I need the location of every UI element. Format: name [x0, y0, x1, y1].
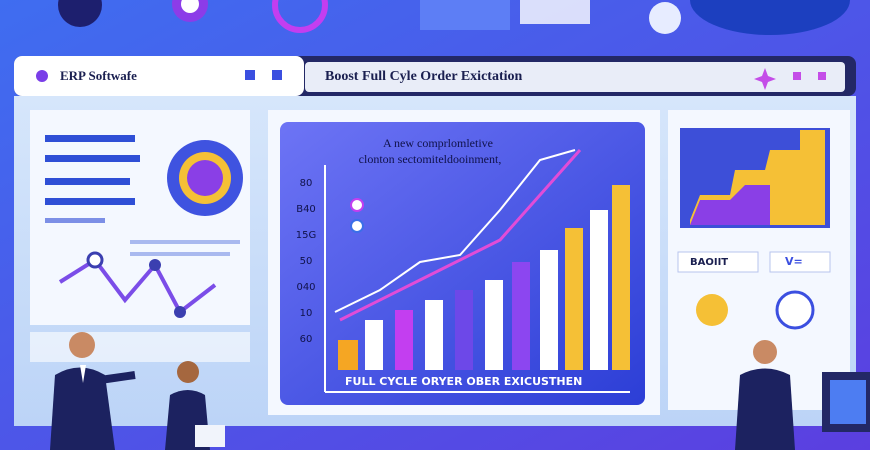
- tab[interactable]: [14, 56, 304, 96]
- caption: A new comprlomletive: [383, 136, 493, 150]
- tab-icon: [36, 70, 48, 82]
- side-toggle[interactable]: V=: [785, 255, 803, 268]
- axis-label: 040: [296, 282, 315, 293]
- axis-label: 50: [300, 256, 313, 267]
- right-card: [668, 110, 850, 410]
- headline-bar: [305, 62, 845, 92]
- headline: Boost Full Cyle Order Exictation: [325, 69, 522, 84]
- side-button[interactable]: BAOIIT: [690, 257, 728, 268]
- win-btn[interactable]: [245, 70, 255, 80]
- axis-label: 60: [300, 334, 313, 345]
- axis-labels: 80 B40 15G 50 040 10 60: [296, 178, 316, 345]
- win-btn[interactable]: [818, 72, 826, 80]
- sparkle: [754, 68, 776, 90]
- decor-top: [58, 0, 850, 35]
- axis-label: 80: [300, 178, 313, 189]
- axis-label: 10: [300, 308, 313, 319]
- win-btn[interactable]: [272, 70, 282, 80]
- chart-footer: FULL CYCLE ORYER OBER EXICUSTHEN: [345, 375, 582, 388]
- win-btn[interactable]: [793, 72, 801, 80]
- tab-title: ERP Softwafe: [60, 68, 137, 83]
- people: [50, 332, 870, 450]
- axis-label: B40: [296, 204, 316, 215]
- left-card: [30, 110, 250, 362]
- chart-graphic: [324, 149, 630, 393]
- axis-label: 15G: [296, 230, 316, 241]
- caption: clonton sectomiteldooinment,: [359, 152, 502, 166]
